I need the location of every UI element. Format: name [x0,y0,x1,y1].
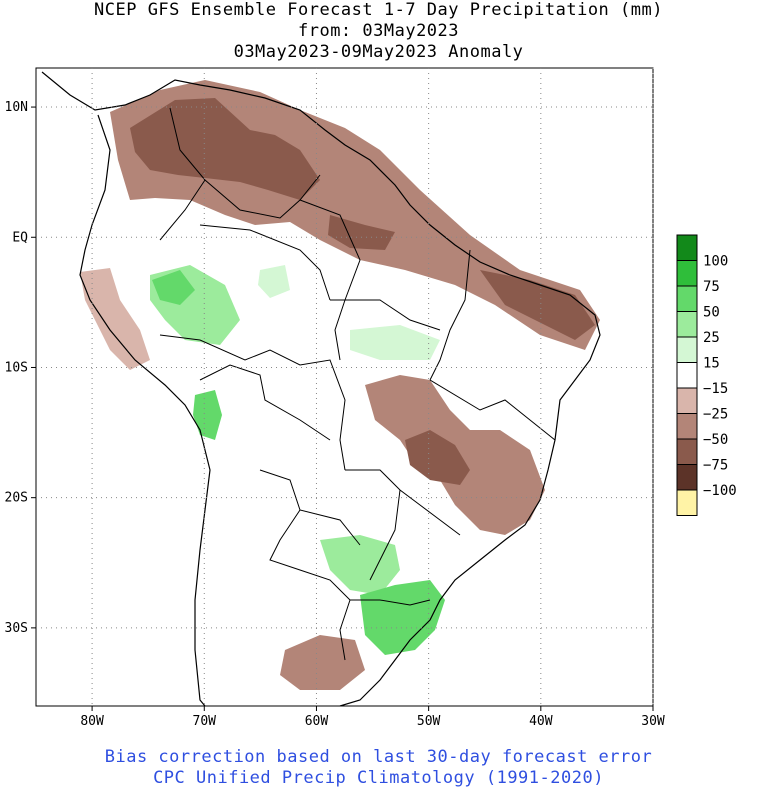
legend-swatch [676,260,698,287]
dry-anomaly-amazon [328,215,395,250]
legend-swatch [676,489,698,516]
wet-anomaly-central [350,325,440,360]
legend-swatch [676,311,698,338]
legend-swatch [676,464,698,491]
tick-label-lat: 10N [5,100,28,115]
legend-swatch [676,336,698,363]
tick-label-lat: 30S [5,621,28,636]
legend-swatch [676,234,698,261]
legend-label: 100 [703,254,728,270]
legend-label: −25 [703,407,728,423]
legend-label: 50 [703,305,720,321]
tick-label-lat: EQ [12,230,28,245]
west-coastline [79,114,211,706]
legend-label: −75 [703,458,728,474]
dry-anomaly-north-core [130,98,320,200]
legend-swatch [676,438,698,465]
legend-swatch [676,285,698,312]
map-area [41,71,601,706]
map-frame [35,67,654,707]
tick-label-lon: 50W [417,714,441,729]
color-legend: 100 75 50 25 15 −15 −25 −50 −75 −100 [676,234,737,516]
dry-anomaly-southeast-core [405,430,470,485]
footer-line-2: CPC Unified Precip Climatology (1991-202… [153,768,604,788]
legend-swatch [676,362,698,389]
tick-label-lon: 40W [529,714,553,729]
title-line-2: from: 03May2023 [297,21,460,41]
dry-anomaly-northeast-core [480,270,595,340]
legend-swatch [676,413,698,440]
tick-label-lon: 30W [641,714,665,729]
wet-anomaly-andes [258,265,290,298]
legend-label: 15 [703,356,720,372]
wet-anomaly-west-amazon-core [152,270,195,305]
dry-anomaly-south [280,635,365,690]
legend-label: 75 [703,279,720,295]
title-line-1: NCEP GFS Ensemble Forecast 1-7 Day Preci… [94,0,663,20]
wet-anomaly-southbrazil [360,580,445,655]
legend-label: 25 [703,330,720,346]
tick-label-lat: 10S [5,360,28,375]
country-borders [159,107,556,661]
tick-label-lon: 70W [193,714,217,729]
legend-swatch [676,387,698,414]
axis-ticks: 80W 70W 60W 50W 40W 30W 10N EQ 10S 20S 30S [5,100,665,729]
wet-anomaly-bolivia [193,390,222,440]
title-line-3: 03May2023-09May2023 Anomaly [233,42,524,62]
tick-label-lon: 80W [80,714,104,729]
legend-label: −15 [703,381,728,397]
tick-label-lon: 60W [305,714,329,729]
legend-label: −100 [703,483,737,499]
coastline [41,71,601,706]
dry-anomaly-ecuador [80,268,150,370]
tick-label-lat: 20S [5,491,28,506]
legend-label: −50 [703,432,728,448]
wet-anomaly-paraguay [320,535,400,595]
footer-line-1: Bias correction based on last 30-day for… [104,747,653,767]
